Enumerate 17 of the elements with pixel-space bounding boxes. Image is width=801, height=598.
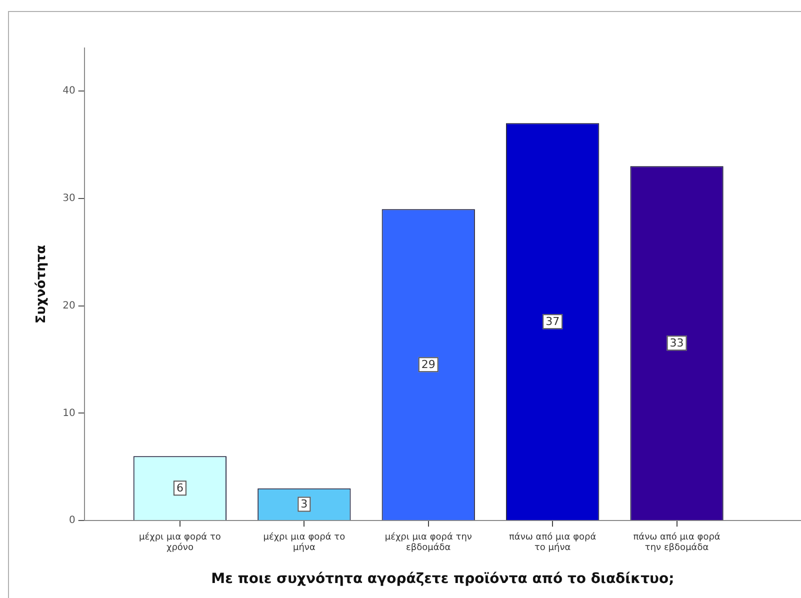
y-tick-label: 30 bbox=[62, 192, 76, 204]
data-label: 33 bbox=[670, 336, 684, 350]
y-axis-title: Συχνότητα bbox=[34, 244, 50, 324]
data-label: 6 bbox=[176, 481, 184, 494]
x-axis-title: Με ποιε συχνότητα αγοράζετε προϊόντα από το διαδίκτυο; bbox=[211, 571, 674, 588]
y-tick-label: 20 bbox=[62, 300, 76, 312]
y-tick-label: 0 bbox=[68, 515, 76, 526]
x-tick-label: πάνω από μια φορά την εβδομάδα bbox=[633, 531, 720, 554]
x-tick-label: πάνω από μια φορά το μήνα bbox=[509, 531, 596, 554]
x-tick-label: μέχρι μια φορά το μήνα bbox=[263, 531, 346, 554]
y-tick-label: 10 bbox=[62, 408, 76, 419]
x-tick-label: μέχρι μια φορά την εβδομάδα bbox=[384, 531, 472, 554]
x-tick-label: μέχρι μια φορά το χρόνο bbox=[139, 531, 222, 554]
y-tick-label: 40 bbox=[62, 86, 76, 97]
data-label: 29 bbox=[421, 358, 436, 371]
data-label: 37 bbox=[546, 315, 560, 328]
data-label: 3 bbox=[300, 498, 308, 511]
